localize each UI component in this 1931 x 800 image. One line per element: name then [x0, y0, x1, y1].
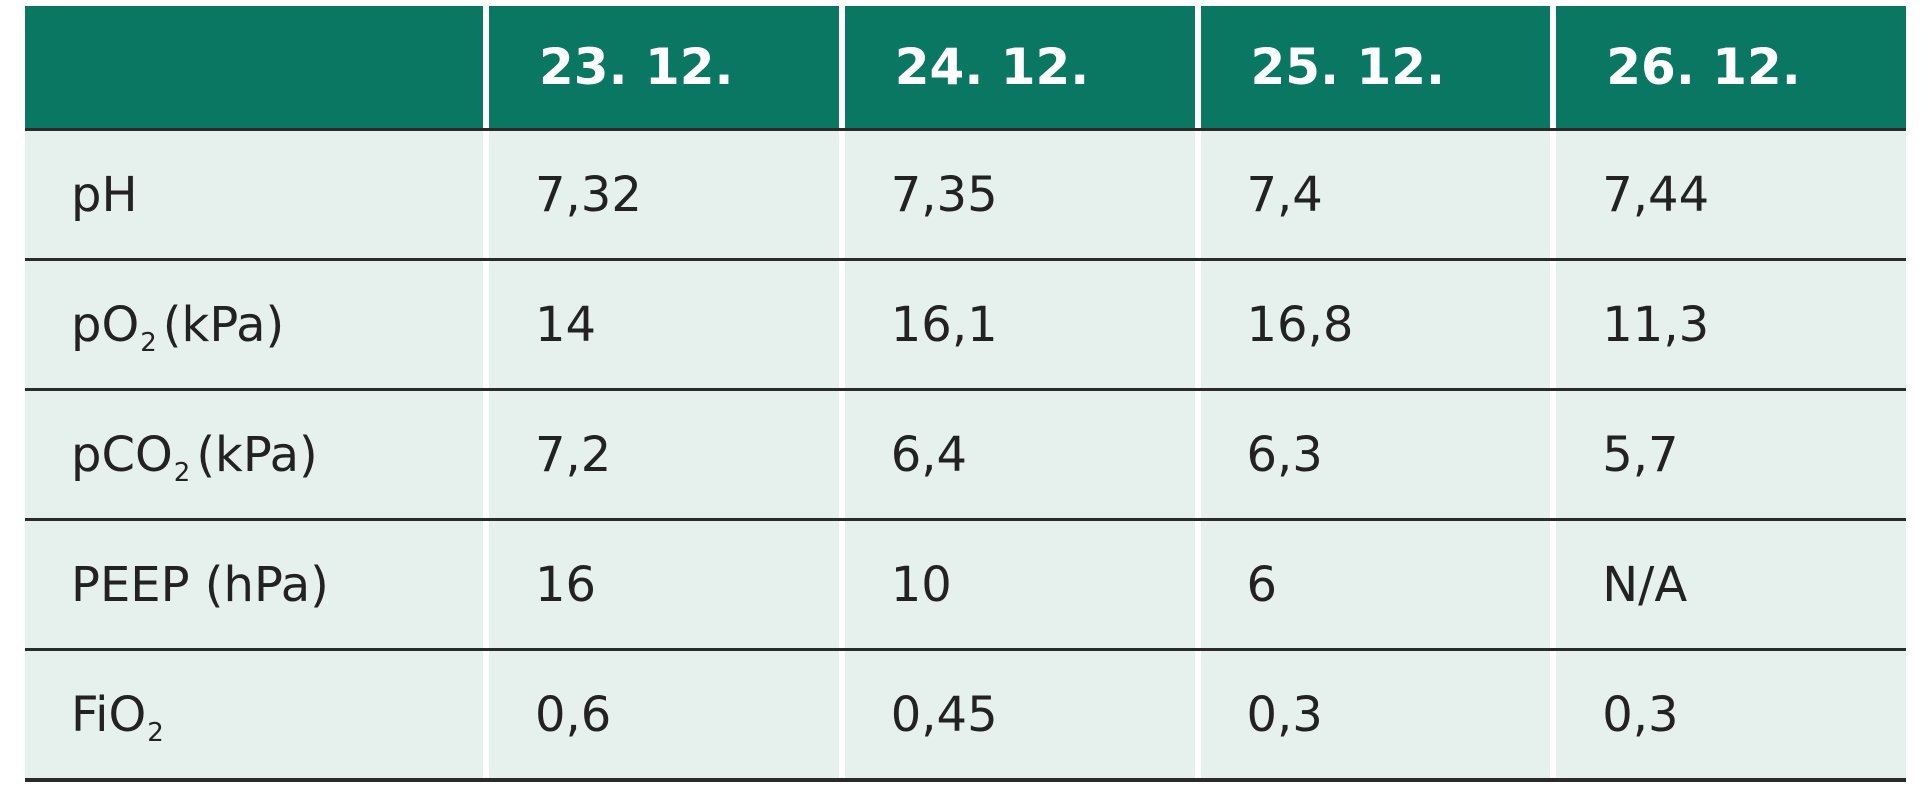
table-row: PEEP (hPa) 16 10 6 N/A [25, 518, 1906, 648]
label-unit: (kPa) [196, 426, 318, 483]
row-label: pH [25, 131, 483, 258]
label-subscript: 2 [140, 327, 157, 358]
value-text: 6 [1246, 556, 1278, 613]
value-text: 16 [535, 556, 597, 613]
label-text: pO [71, 296, 140, 353]
value-cell: 7,32 [489, 131, 839, 258]
value-text: 11,3 [1602, 296, 1710, 353]
label-subscript: 2 [147, 717, 164, 748]
value-text: 16,8 [1246, 296, 1354, 353]
value-text: 7,2 [535, 426, 612, 483]
table-row: pO 2 (kPa) 14 16,1 16,8 11,3 [25, 258, 1906, 388]
value-cell: 0,3 [1556, 651, 1906, 778]
value-text: 7,35 [890, 166, 998, 223]
value-cell: 16,8 [1200, 261, 1551, 388]
header-text: 26. 12. [1606, 38, 1801, 96]
header-cell: 26. 12. [1556, 6, 1906, 128]
value-text: 14 [535, 296, 597, 353]
corner-cell [25, 6, 483, 128]
value-text: 5,7 [1602, 426, 1679, 483]
value-cell: 16 [489, 521, 839, 648]
label-unit: (kPa) [162, 296, 285, 353]
data-table: 23. 12. 24. 12. 25. 12. 26. 12. pH 7,32 7,35 7,… [25, 6, 1906, 782]
header-text: 25. 12. [1250, 38, 1446, 96]
value-cell: 5,7 [1556, 391, 1906, 518]
row-label: PEEP (hPa) [25, 521, 483, 648]
value-text: 0,3 [1246, 686, 1323, 743]
header-cell: 25. 12. [1200, 6, 1551, 128]
table-row: pCO 2 (kPa) 7,2 6,4 6,3 5,7 [25, 388, 1906, 518]
header-cell: 23. 12. [489, 6, 839, 128]
value-cell: 16,1 [844, 261, 1195, 388]
label-subscript: 2 [173, 457, 191, 488]
label-text: pH [71, 166, 138, 223]
row-label: pCO 2 (kPa) [25, 391, 483, 518]
value-text: 10 [890, 556, 952, 613]
value-cell: 0,45 [844, 651, 1195, 778]
value-cell: 7,2 [489, 391, 839, 518]
table-row: FiO 2 0,6 0,45 0,3 0,3 [25, 648, 1906, 778]
value-text: 16,1 [890, 296, 998, 353]
value-cell: 10 [844, 521, 1195, 648]
label-text: PEEP (hPa) [71, 556, 329, 613]
row-label: FiO 2 [25, 651, 483, 778]
value-cell: 7,44 [1556, 131, 1906, 258]
header-text: 24. 12. [894, 38, 1090, 96]
value-text: 6,4 [890, 426, 968, 483]
value-text: 6,3 [1246, 426, 1323, 483]
value-cell: 14 [489, 261, 839, 388]
label-text: FiO [71, 686, 147, 743]
value-cell: 0,6 [489, 651, 839, 778]
row-label: pO 2 (kPa) [25, 261, 483, 388]
value-text: 0,45 [890, 686, 998, 743]
value-cell: 0,3 [1200, 651, 1551, 778]
value-text: N/A [1602, 556, 1688, 613]
value-text: 7,32 [535, 166, 642, 223]
value-text: 0,3 [1602, 686, 1679, 743]
value-cell: 6,3 [1200, 391, 1551, 518]
value-cell: 7,4 [1200, 131, 1551, 258]
label-text: pCO [71, 426, 173, 483]
value-cell: 6 [1200, 521, 1551, 648]
header-row: 23. 12. 24. 12. 25. 12. 26. 12. [25, 6, 1906, 128]
table-row: pH 7,32 7,35 7,4 7,44 [25, 128, 1906, 258]
value-cell: 7,35 [844, 131, 1195, 258]
value-text: 0,6 [535, 686, 612, 743]
value-text: 7,44 [1602, 166, 1710, 223]
header-cell: 24. 12. [844, 6, 1195, 128]
header-text: 23. 12. [539, 38, 734, 96]
value-cell: 6,4 [844, 391, 1195, 518]
value-cell: N/A [1556, 521, 1906, 648]
value-cell: 11,3 [1556, 261, 1906, 388]
value-text: 7,4 [1246, 166, 1323, 223]
